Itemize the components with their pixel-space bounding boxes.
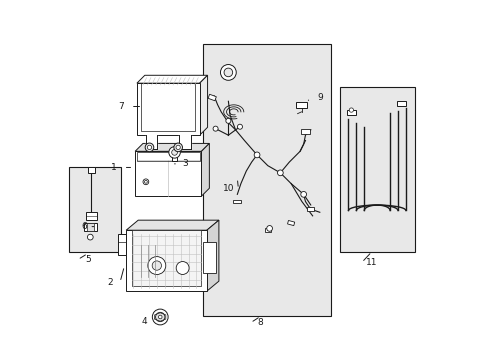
Polygon shape xyxy=(206,220,219,291)
Text: 7: 7 xyxy=(118,102,123,111)
Bar xyxy=(233,200,241,203)
Bar xyxy=(141,83,195,131)
Text: 5: 5 xyxy=(85,255,90,264)
Bar xyxy=(287,220,294,226)
Polygon shape xyxy=(126,220,219,230)
Circle shape xyxy=(158,315,162,319)
Text: 6: 6 xyxy=(81,222,86,231)
Text: 1: 1 xyxy=(110,163,116,172)
Circle shape xyxy=(147,145,151,149)
Bar xyxy=(137,83,199,135)
Bar xyxy=(264,228,270,232)
Circle shape xyxy=(155,312,164,321)
Bar xyxy=(137,152,199,161)
Circle shape xyxy=(87,234,93,240)
Circle shape xyxy=(176,262,189,274)
Circle shape xyxy=(152,261,161,270)
Bar xyxy=(339,87,414,252)
Bar xyxy=(296,102,306,108)
Text: 3: 3 xyxy=(182,159,188,168)
Text: 8: 8 xyxy=(257,318,263,327)
Circle shape xyxy=(144,180,147,183)
Polygon shape xyxy=(199,75,207,135)
Circle shape xyxy=(300,192,306,197)
Circle shape xyxy=(176,145,180,149)
Polygon shape xyxy=(137,75,207,83)
Bar xyxy=(126,230,206,291)
Circle shape xyxy=(224,68,232,77)
Circle shape xyxy=(145,143,153,152)
Bar xyxy=(135,151,201,196)
Bar xyxy=(86,223,94,231)
Circle shape xyxy=(147,257,165,275)
Bar xyxy=(203,242,215,273)
Polygon shape xyxy=(145,135,157,149)
Bar xyxy=(131,230,201,286)
Bar xyxy=(69,167,121,252)
Circle shape xyxy=(266,226,272,231)
Bar xyxy=(86,212,97,220)
Bar xyxy=(346,110,355,116)
Text: 10: 10 xyxy=(222,184,234,193)
Text: 9: 9 xyxy=(316,93,322,102)
Circle shape xyxy=(152,309,168,325)
Polygon shape xyxy=(179,135,190,149)
Bar xyxy=(208,94,216,101)
Polygon shape xyxy=(135,143,209,151)
Bar xyxy=(396,101,405,107)
Circle shape xyxy=(213,126,218,131)
Circle shape xyxy=(254,152,260,158)
Bar xyxy=(306,207,314,211)
Bar xyxy=(83,223,97,231)
Circle shape xyxy=(348,108,353,112)
Circle shape xyxy=(220,64,236,80)
Bar xyxy=(203,44,330,316)
Text: 4: 4 xyxy=(141,317,146,326)
Text: 11: 11 xyxy=(366,258,377,267)
Circle shape xyxy=(237,124,242,129)
Circle shape xyxy=(225,118,230,123)
Bar xyxy=(87,167,95,173)
Bar xyxy=(172,153,176,161)
Polygon shape xyxy=(118,234,126,255)
Circle shape xyxy=(142,179,148,185)
Bar xyxy=(301,130,309,134)
Polygon shape xyxy=(201,143,209,196)
Circle shape xyxy=(174,143,182,152)
Circle shape xyxy=(277,170,283,176)
Text: 2: 2 xyxy=(107,278,113,287)
Circle shape xyxy=(171,149,177,155)
Circle shape xyxy=(168,147,180,158)
